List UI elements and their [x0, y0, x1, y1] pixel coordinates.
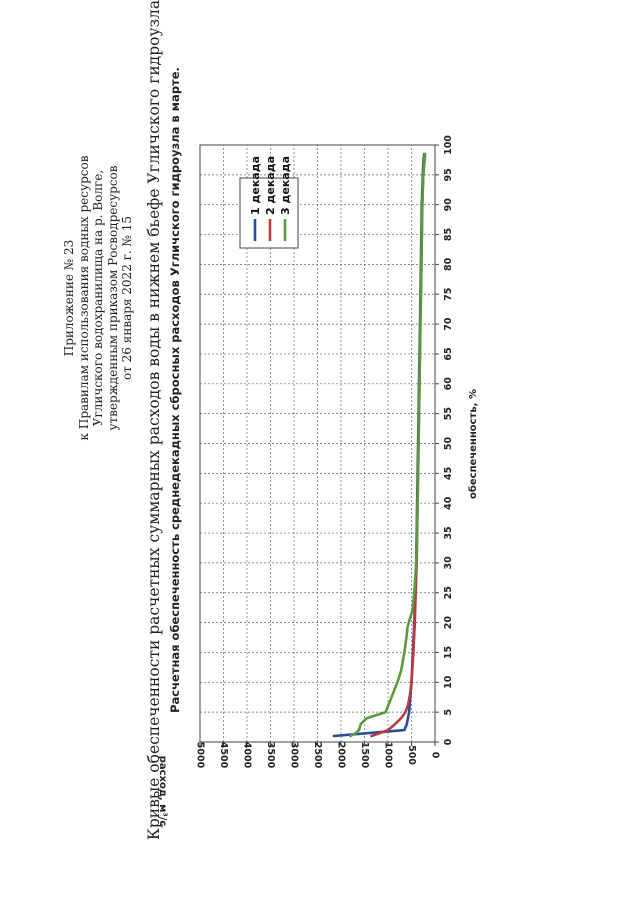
legend-label-2: 2 декада — [264, 156, 277, 215]
x-tick-label: 85 — [443, 228, 454, 241]
y-tick-label: 3500 — [265, 742, 276, 769]
x-tick-label: 90 — [443, 198, 454, 212]
chart-series — [332, 152, 427, 738]
x-tick-label: 50 — [443, 437, 454, 451]
chart-ticks: 0 5 10 15 20 25 30 35 40 45 50 55 60 65 70 75 80 85 90 95 10… — [195, 135, 455, 769]
y-tick-label: 3000 — [289, 742, 300, 769]
series-line-1 — [332, 152, 426, 738]
x-tick-label: 5 — [443, 709, 454, 716]
x-tick-label: 80 — [443, 257, 454, 271]
x-tick-label: 15 — [443, 646, 454, 659]
y-tick-label: 4000 — [242, 742, 253, 769]
x-tick-label: 55 — [443, 407, 454, 420]
x-tick-label: 65 — [443, 347, 454, 360]
x-tick-label: 100 — [443, 135, 454, 155]
x-tick-label: 0 — [443, 738, 454, 745]
x-tick-label: 10 — [443, 675, 454, 689]
legend-label-3: 3 декада — [279, 156, 292, 215]
y-tick-label: 500 — [406, 745, 417, 765]
x-tick-label: 70 — [443, 317, 454, 331]
x-axis-label: обеспеченность, % — [467, 389, 479, 499]
chart-grid — [200, 145, 435, 742]
legend-label-1: 1 декада — [249, 156, 262, 215]
y-tick-label: 1500 — [359, 742, 370, 769]
x-tick-label: 95 — [443, 168, 454, 181]
y-tick-label: 1000 — [383, 742, 394, 769]
y-tick-label: 2500 — [312, 742, 323, 769]
x-tick-label: 75 — [443, 288, 454, 301]
y-tick-label: 5000 — [195, 742, 206, 769]
x-tick-label: 45 — [443, 467, 454, 480]
x-tick-label: 60 — [443, 377, 454, 391]
x-tick-label: 40 — [443, 496, 454, 510]
y-tick-label: 4500 — [218, 742, 229, 769]
series-line-3 — [349, 152, 427, 738]
x-tick-label: 25 — [443, 586, 454, 599]
x-tick-label: 30 — [443, 556, 454, 570]
x-tick-label: 20 — [443, 616, 454, 630]
chart-legend: 1 декада 2 декада 3 декада — [239, 156, 299, 249]
y-axis-label: расход, м³/с — [157, 756, 168, 827]
y-tick-label: 0 — [430, 752, 441, 759]
y-tick-label: 2000 — [336, 742, 347, 769]
x-tick-label: 35 — [443, 526, 454, 539]
